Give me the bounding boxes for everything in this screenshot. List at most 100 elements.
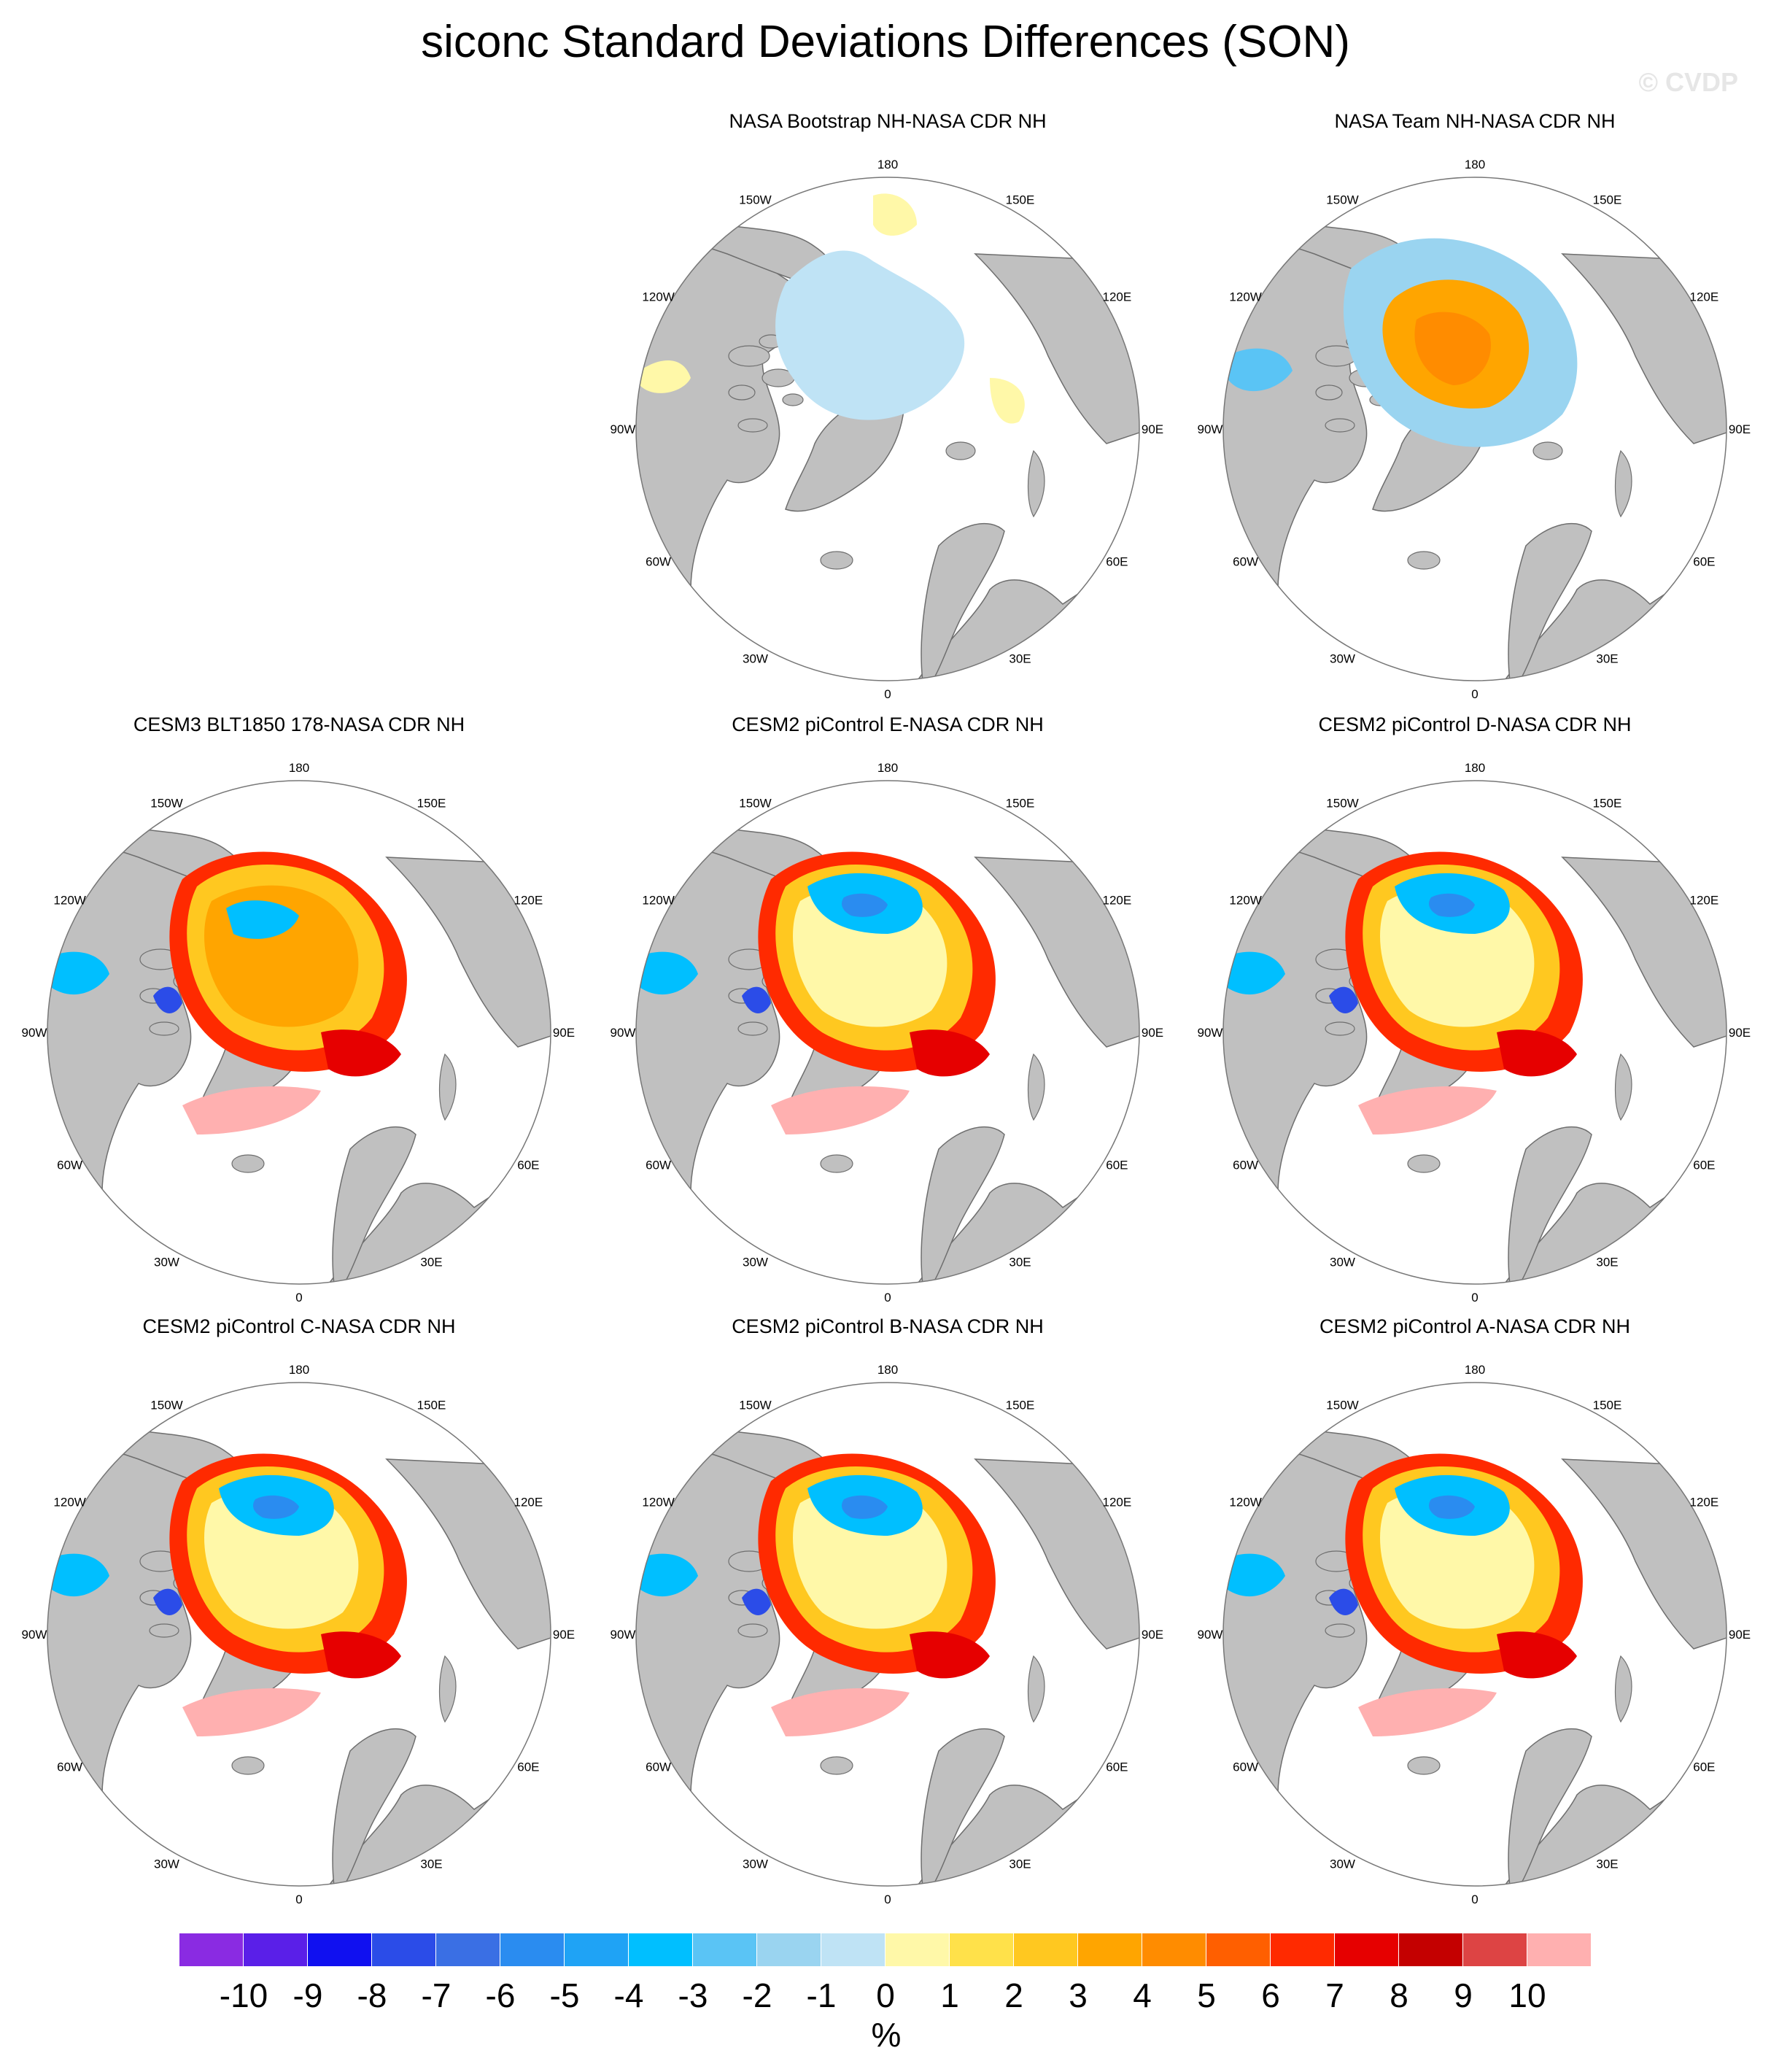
archipelago-island	[737, 418, 768, 433]
map-boundary	[47, 780, 551, 1285]
panel-title: CESM2 piControl D-NASA CDR NH	[1318, 714, 1632, 735]
anomaly-light-blue	[775, 250, 965, 420]
panel-title: CESM2 piControl B-NASA CDR NH	[732, 1315, 1044, 1337]
lon-label: 90E	[1729, 1026, 1751, 1040]
colorbar-tick-label: 10	[1508, 1976, 1546, 2014]
lon-label: 60E	[1693, 1760, 1715, 1774]
lon-label: 60W	[1233, 555, 1258, 569]
map-boundary	[635, 177, 1140, 681]
colorbar-swatch	[1527, 1933, 1592, 1966]
colorbar-swatch	[950, 1933, 1014, 1966]
lon-label: 120E	[1690, 1496, 1719, 1509]
lon-label: 90E	[1729, 422, 1751, 436]
lon-label: 180	[1465, 1363, 1485, 1377]
watermark: © CVDP	[1638, 67, 1738, 97]
lon-label: 90E	[1729, 1628, 1751, 1642]
archipelago-island	[737, 1623, 768, 1638]
lon-label: 60W	[646, 1760, 671, 1774]
lon-label: 150E	[1593, 193, 1622, 207]
anomaly-deep-blue	[253, 1495, 299, 1519]
lon-label: 60E	[1693, 555, 1715, 569]
anomaly-blue-bay	[636, 951, 698, 994]
map-panel: NASA Team NH-NASA CDR NH 180 150E 120E 90E 60…	[1183, 108, 1767, 706]
lon-label: 60E	[1693, 1159, 1715, 1172]
panel-title: NASA Team NH-NASA CDR NH	[1334, 110, 1616, 132]
lon-label: 180	[289, 761, 309, 775]
iceland-land	[231, 1154, 265, 1173]
map-boundary	[1222, 780, 1727, 1285]
scandinavia-land	[1508, 522, 1592, 681]
iceland-land	[1407, 1154, 1441, 1173]
lon-label: 60W	[57, 1159, 82, 1172]
archipelago-island	[149, 1021, 179, 1036]
lon-label: 90W	[22, 1026, 47, 1040]
colorbar-swatch	[693, 1933, 757, 1966]
lon-label: 0	[1471, 687, 1478, 701]
scandinavia-land	[921, 522, 1005, 681]
colorbar-swatch	[1014, 1933, 1078, 1966]
map-panel: CESM2 piControl E-NASA CDR NH 180 150E 120E…	[596, 711, 1179, 1310]
lon-label: 180	[289, 1363, 309, 1377]
lon-label: 30W	[1330, 652, 1355, 665]
lon-label: 60W	[1233, 1760, 1258, 1774]
lon-label: 30E	[1009, 1857, 1031, 1871]
lon-label: 180	[877, 1363, 898, 1377]
lon-label: 150E	[1593, 797, 1622, 811]
colorbar-tick-label: -5	[549, 1976, 580, 2014]
colorbar-tick-label: -2	[742, 1976, 772, 2014]
lon-label: 120W	[53, 894, 85, 908]
lon-label: 30E	[1009, 652, 1031, 665]
scandinavia-land	[921, 1728, 1005, 1886]
lon-label: 60E	[1106, 555, 1128, 569]
anomaly-dark-red	[910, 1029, 990, 1077]
anomaly-dark-red	[321, 1029, 401, 1077]
lon-label: 180	[877, 158, 898, 171]
lon-label: 150W	[739, 1399, 771, 1412]
svalbard-land	[945, 441, 976, 460]
novaya-zemlya-land	[1027, 1053, 1045, 1121]
lon-label: 90E	[553, 1026, 575, 1040]
colorbar-tick-label: 9	[1454, 1976, 1473, 2014]
lon-label: 150E	[1006, 1399, 1035, 1412]
colorbar-swatch	[757, 1933, 821, 1966]
anomaly-blue-bay	[1223, 951, 1285, 994]
lon-label: 0	[884, 1291, 891, 1304]
anomaly-purple	[1329, 986, 1358, 1013]
lon-label: 120E	[1690, 894, 1719, 908]
colorbar-swatch	[629, 1933, 693, 1966]
colorbar-swatch	[500, 1933, 565, 1966]
archipelago-island	[1325, 1623, 1355, 1638]
lon-label: 90W	[1198, 422, 1223, 436]
archipelago-island	[1315, 384, 1343, 401]
archipelago-island	[149, 1623, 179, 1638]
colorbar-tick-label: -7	[421, 1976, 452, 2014]
colorbar-swatch	[1463, 1933, 1527, 1966]
lon-label: 150W	[739, 797, 771, 811]
scandinavia-land	[332, 1126, 416, 1284]
lon-label: 30E	[420, 1255, 442, 1269]
lon-label: 150W	[1326, 193, 1358, 207]
anomaly-blue	[1227, 348, 1293, 392]
anomaly-blue-bay	[1223, 1553, 1285, 1596]
colorbar-swatch	[1399, 1933, 1463, 1966]
lon-label: 30E	[1596, 1255, 1618, 1269]
archipelago-island	[737, 1021, 768, 1036]
lon-label: 30W	[1330, 1255, 1355, 1269]
lon-label: 90E	[1142, 422, 1163, 436]
colorbar-swatch	[1271, 1933, 1335, 1966]
lon-label: 0	[295, 1893, 302, 1906]
scandinavia-land	[1508, 1126, 1592, 1284]
colorbar-tick-label: 4	[1133, 1976, 1152, 2014]
lon-label: 120W	[642, 290, 674, 304]
colorbar-tick-label: -6	[485, 1976, 516, 2014]
lon-label: 150E	[417, 1399, 446, 1412]
panel-title: CESM3 BLT1850 178-NASA CDR NH	[133, 714, 465, 735]
novaya-zemlya-land	[1614, 1053, 1632, 1121]
lon-label: 150E	[417, 797, 446, 811]
polar-map: 180 150E 120E 90E 60E 30E 0 30W 60W 90W 120W 150W	[611, 158, 1164, 701]
colorbar-unit: %	[871, 2016, 902, 2054]
lon-label: 30E	[1596, 1857, 1618, 1871]
scandinavia-land	[1508, 1728, 1592, 1886]
anomaly-pink	[1358, 1086, 1497, 1134]
map-boundary	[635, 1382, 1140, 1887]
